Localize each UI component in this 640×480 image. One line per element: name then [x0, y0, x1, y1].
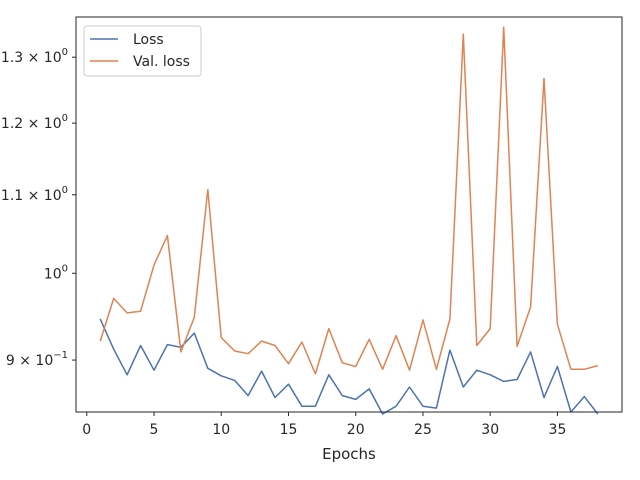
- x-tick-label: 15: [280, 422, 298, 438]
- plot-frame: [75, 16, 623, 413]
- y-tick-label: 1.1 × 100: [1, 185, 68, 204]
- x-tick-label: 35: [549, 422, 567, 438]
- y-tick-label: 100: [44, 263, 68, 282]
- series-line-1: [99, 26, 598, 375]
- legend: Loss Val. loss: [83, 25, 202, 77]
- y-tick-label: 1.2 × 100: [1, 113, 68, 132]
- y-tick-label: 9 × 10−1: [6, 350, 68, 369]
- y-tick-label: 1.3 × 100: [1, 47, 68, 66]
- x-tick-label: 0: [82, 422, 91, 438]
- x-tick-label: 20: [347, 422, 365, 438]
- x-tick-label: 30: [481, 422, 499, 438]
- x-tick-label: 5: [150, 422, 159, 438]
- legend-label-1: Val. loss: [133, 54, 190, 70]
- y-axis: 9 × 10−1 100 1.1 × 100 1.2 × 100 1.3 × 100: [1, 47, 76, 369]
- x-tick-label: 25: [414, 422, 432, 438]
- x-axis: 0 5 10 15 20 25 30 35: [82, 412, 566, 438]
- x-axis-title: Epochs: [322, 445, 376, 463]
- legend-label-0: Loss: [133, 32, 164, 48]
- x-tick-label: 10: [212, 422, 230, 438]
- series-line-0: [99, 318, 599, 415]
- plot-lines: [99, 26, 599, 415]
